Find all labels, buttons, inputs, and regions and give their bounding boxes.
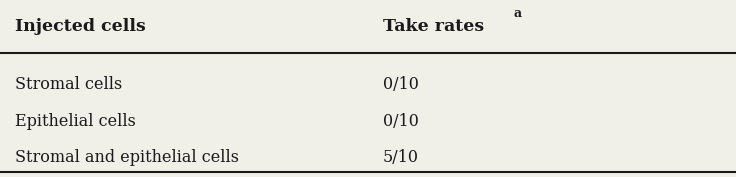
Text: Injected cells: Injected cells (15, 18, 146, 35)
Text: 0/10: 0/10 (383, 76, 419, 93)
Text: a: a (514, 7, 522, 20)
Text: 0/10: 0/10 (383, 113, 419, 130)
Text: Epithelial cells: Epithelial cells (15, 113, 135, 130)
Text: Stromal cells: Stromal cells (15, 76, 122, 93)
Text: Take rates: Take rates (383, 18, 484, 35)
Text: Stromal and epithelial cells: Stromal and epithelial cells (15, 149, 238, 166)
Text: 5/10: 5/10 (383, 149, 419, 166)
